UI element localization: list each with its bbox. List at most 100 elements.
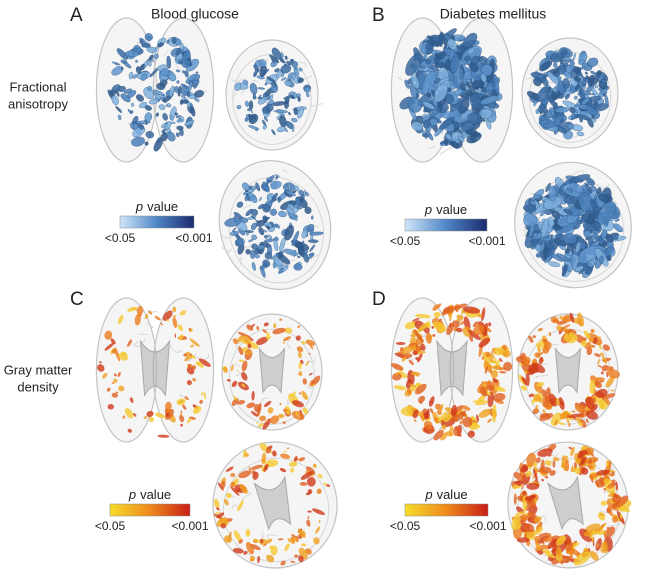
activation-blob: [573, 551, 591, 566]
activation-blob: [538, 104, 547, 114]
activation-blob: [106, 387, 111, 392]
activation-blob: [272, 327, 286, 335]
activation-blob: [266, 554, 275, 563]
activation-blob: [186, 380, 192, 386]
activation-blob: [127, 50, 135, 58]
colorbar: [109, 503, 191, 517]
activation-blob: [412, 317, 420, 322]
activation-blob: [422, 119, 432, 129]
activation-blob: [593, 337, 598, 344]
activation-blob: [611, 236, 619, 240]
activation-blob: [425, 129, 434, 141]
activation-blob: [176, 80, 180, 84]
activation-blob: [269, 415, 280, 424]
activation-blob: [265, 419, 268, 422]
panel-title: Blood glucose: [151, 6, 239, 22]
activation-blob: [421, 114, 432, 122]
activation-blob: [200, 392, 204, 396]
activation-blob: [277, 196, 282, 203]
activation-blob: [522, 490, 527, 496]
activation-blob: [549, 393, 558, 407]
activation-blob: [115, 106, 122, 113]
activation-blob: [520, 513, 527, 521]
activation-blob: [554, 419, 558, 426]
activation-blob: [265, 447, 272, 454]
activation-blob: [306, 519, 311, 527]
activation-blob: [486, 391, 492, 396]
activation-blob: [189, 353, 192, 356]
activation-blob: [530, 200, 535, 206]
activation-blob: [547, 538, 558, 549]
activation-blob: [600, 542, 607, 554]
activation-blob: [280, 64, 292, 74]
activation-blob: [580, 456, 587, 466]
activation-blob: [255, 220, 261, 224]
activation-blob: [570, 174, 591, 183]
activation-blob: [160, 94, 166, 100]
activation-blob: [580, 467, 589, 475]
activation-blob: [540, 538, 545, 545]
activation-blob: [561, 264, 568, 277]
activation-blob: [293, 263, 303, 271]
activation-blob: [545, 397, 548, 400]
activation-blob: [300, 543, 307, 547]
activation-blob: [323, 482, 327, 486]
panel-label: D: [372, 289, 386, 310]
activation-blob: [492, 404, 497, 423]
activation-blob: [574, 66, 582, 74]
gyrus: [428, 145, 436, 149]
activation-blob: [302, 378, 307, 385]
activation-blob: [148, 416, 155, 423]
activation-blob: [602, 344, 611, 351]
activation-blob: [279, 318, 283, 321]
activation-blob: [570, 464, 574, 473]
legend-title: p value: [424, 487, 467, 502]
activation-blob: [586, 346, 593, 356]
activation-blob: [600, 500, 608, 506]
activation-blob: [224, 217, 242, 227]
activation-blob: [262, 181, 270, 193]
activation-blob: [559, 413, 567, 419]
brain: [390, 17, 514, 163]
activation-blob: [516, 537, 530, 543]
gyrus: [133, 338, 146, 348]
activation-blob: [560, 462, 566, 468]
activation-blob: [578, 270, 584, 275]
activation-blob: [493, 73, 500, 95]
activation-blob: [425, 58, 432, 65]
activation-blob: [311, 375, 321, 387]
activation-blob: [589, 199, 596, 210]
activation-blob: [540, 76, 549, 87]
activation-blob: [242, 182, 250, 191]
activation-blob: [167, 103, 172, 108]
activation-blob: [567, 413, 583, 418]
panel-label: A: [70, 5, 83, 26]
activation-blob: [230, 486, 240, 496]
brain: [212, 441, 338, 569]
activation-blob: [250, 215, 257, 220]
activation-blob: [148, 98, 159, 105]
activation-blob: [393, 385, 407, 391]
activation-blob: [480, 73, 487, 83]
activation-blob: [275, 174, 280, 178]
activation-blob: [390, 363, 404, 371]
activation-blob: [298, 67, 303, 72]
activation-blob: [293, 68, 299, 77]
activation-blob: [490, 369, 499, 379]
activation-blob: [146, 46, 158, 53]
activation-blob: [157, 434, 170, 438]
activation-blob: [326, 484, 331, 487]
activation-blob: [538, 356, 544, 365]
activation-blob: [298, 555, 304, 563]
colorbar-high-label: <0.001: [171, 519, 208, 533]
activation-blob: [118, 114, 122, 121]
activation-blob: [113, 378, 118, 383]
activation-blob: [271, 58, 275, 64]
activation-blob: [248, 466, 252, 473]
activation-blob: [481, 64, 493, 76]
activation-blob: [277, 413, 285, 419]
activation-blob: [567, 123, 574, 130]
gyrus: [398, 77, 403, 82]
activation-blob: [279, 402, 282, 406]
activation-blob: [581, 97, 590, 105]
